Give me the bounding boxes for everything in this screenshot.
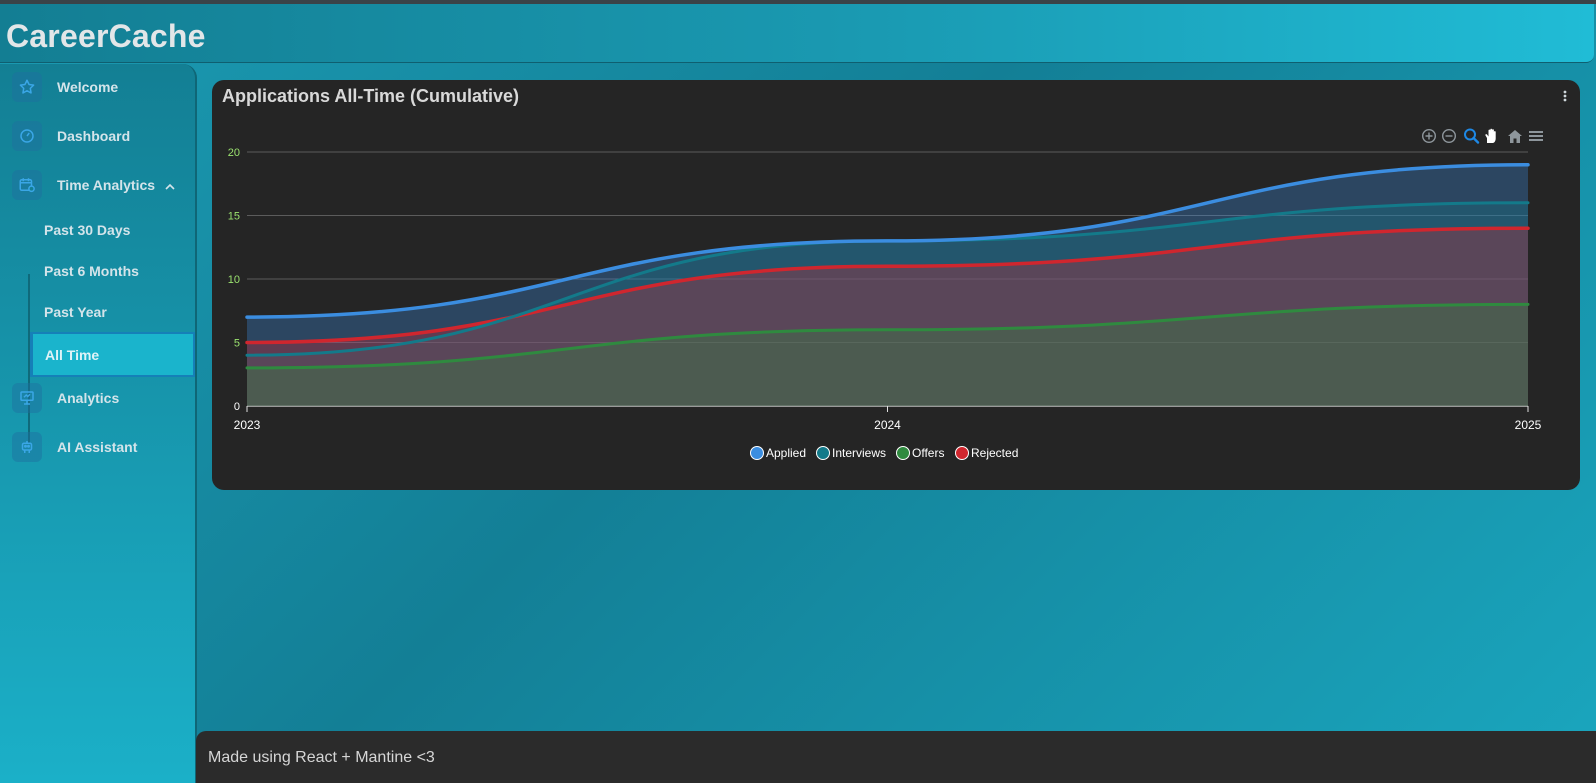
legend-marker-offers[interactable] [896,446,910,460]
app-header: CareerCache [0,4,1594,63]
sidebar-item-dashboard[interactable]: Dashboard [0,116,195,156]
sidebar-subitem-all-time[interactable]: All Time [30,332,195,377]
y-tick-label: 0 [234,401,240,413]
legend-marker-rejected[interactable] [955,446,969,460]
chart-card: Applications All-Time (Cumulative) [212,80,1580,490]
series-line-rejected [245,226,1530,345]
gauge-icon [12,121,42,151]
sidebar-subitem-label: All Time [45,347,100,363]
series-area-offers [247,304,1528,406]
app-logo[interactable]: CareerCache [6,18,206,54]
sidebar: Welcome Dashboard Time Analytics Past 30… [0,64,197,783]
legend-label-applied[interactable]: Applied [766,446,806,460]
series-line-applied [245,162,1530,319]
sidebar-subitem-past-year[interactable]: Past Year [30,292,195,332]
legend-marker-applied[interactable] [750,446,764,460]
legend-label-offers[interactable]: Offers [912,446,944,460]
zoom-in-icon[interactable] [1421,128,1437,144]
sidebar-subitem-label: Past Year [44,304,107,320]
sidebar-item-welcome[interactable]: Welcome [0,67,195,107]
x-tick-label: 2023 [234,418,261,432]
magnifier-zoom-icon[interactable] [1464,128,1480,144]
top-border [0,0,1596,4]
submenu-line [28,274,30,444]
series-area-interviews [247,202,1528,406]
sidebar-item-label: Dashboard [57,128,131,144]
more-options-icon[interactable] [1558,86,1572,106]
y-tick-label: 20 [228,147,240,159]
sidebar-item-label: Welcome [57,79,119,95]
presentation-icon [12,383,42,413]
y-tick-label: 10 [228,274,240,286]
sidebar-item-label: AI Assistant [57,439,138,455]
star-icon [12,72,42,102]
chart-toolbar [1416,127,1576,145]
zoom-out-icon[interactable] [1442,128,1457,144]
sidebar-item-label: Analytics [57,390,120,406]
footer-text: Made using React + Mantine <3 [208,749,435,766]
x-tick-label: 2024 [874,418,901,432]
footer: Made using React + Mantine <3 [196,731,1596,783]
x-tick-label: 2025 [1515,418,1542,432]
legend-marker-interviews[interactable] [816,446,830,460]
sidebar-item-ai-assistant[interactable]: AI Assistant [0,427,195,467]
sidebar-item-label: Time Analytics [57,177,156,193]
series-area-applied [247,164,1528,406]
series-line-offers [245,302,1530,370]
legend-label-interviews[interactable]: Interviews [832,446,886,460]
chart-title: Applications All-Time (Cumulative) [222,86,520,106]
sidebar-subitem-past-6-months[interactable]: Past 6 Months [30,251,195,291]
y-tick-label: 5 [234,338,240,350]
chart-area: 0 5 10 15 20 2023 2024 2025 Applied Interviews Off… [228,147,1542,460]
sidebar-subitem-label: Past 30 Days [44,222,131,238]
sidebar-subitem-label: Past 6 Months [44,263,139,279]
series-area-rejected [247,228,1528,406]
home-reset-icon[interactable] [1508,130,1522,143]
pan-hand-icon[interactable] [1485,128,1496,143]
robot-icon [12,432,42,462]
calendar-clock-icon [12,170,42,200]
legend-label-rejected[interactable]: Rejected [971,446,1018,460]
sidebar-subitem-past-30-days[interactable]: Past 30 Days [30,210,195,250]
chevron-up-icon[interactable] [164,179,176,197]
hamburger-menu-icon[interactable] [1529,131,1543,141]
y-tick-label: 15 [228,211,240,223]
sidebar-item-analytics[interactable]: Analytics [0,378,195,418]
sidebar-item-time-analytics[interactable]: Time Analytics [0,165,195,205]
